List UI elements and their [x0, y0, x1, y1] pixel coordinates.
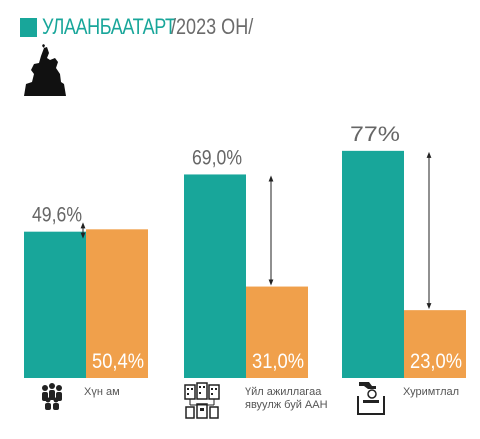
bar-teal-2 [184, 174, 246, 378]
bar-orange-1 [86, 229, 148, 378]
bar-teal-3 [342, 150, 404, 378]
page-title: УЛААНБААТАРТ [42, 14, 176, 39]
category-label-line: явуулж буй ААН [245, 399, 328, 411]
title-row: УЛААНБААТАРТ /2023 ОН/ [20, 14, 271, 40]
page-subtitle: /2023 ОН/ [171, 14, 254, 39]
bar-teal-1 [24, 231, 86, 378]
bar-orange-2 [246, 286, 308, 378]
value-label-orange-2: 31,0% [252, 350, 304, 373]
bar-orange-3 [404, 310, 466, 378]
value-label-orange-1: 50,4% [92, 350, 144, 373]
office-buildings-icon [184, 382, 220, 419]
savings-deposit-icon [357, 382, 385, 415]
category-label-line: Хуримтлал [403, 386, 460, 398]
category-label-1: Хүн ам [84, 386, 120, 399]
category-label-3: Хуримтлал [403, 386, 459, 399]
title-marker [20, 17, 37, 37]
horseman-statue-icon [24, 44, 66, 96]
value-label-teal-2: 69,0% [192, 146, 242, 169]
value-label-orange-3: 23,0% [410, 350, 462, 373]
value-label-teal-1: 49,6% [32, 204, 82, 227]
category-label-line: Үйл ажиллагаа [245, 386, 322, 398]
people-group-icon [42, 383, 62, 410]
category-label-line: Хүн ам [84, 386, 120, 398]
category-label-2: Үйл ажиллагаа явуулж буй ААН [245, 386, 328, 412]
value-label-teal-3: 77% [350, 123, 400, 146]
